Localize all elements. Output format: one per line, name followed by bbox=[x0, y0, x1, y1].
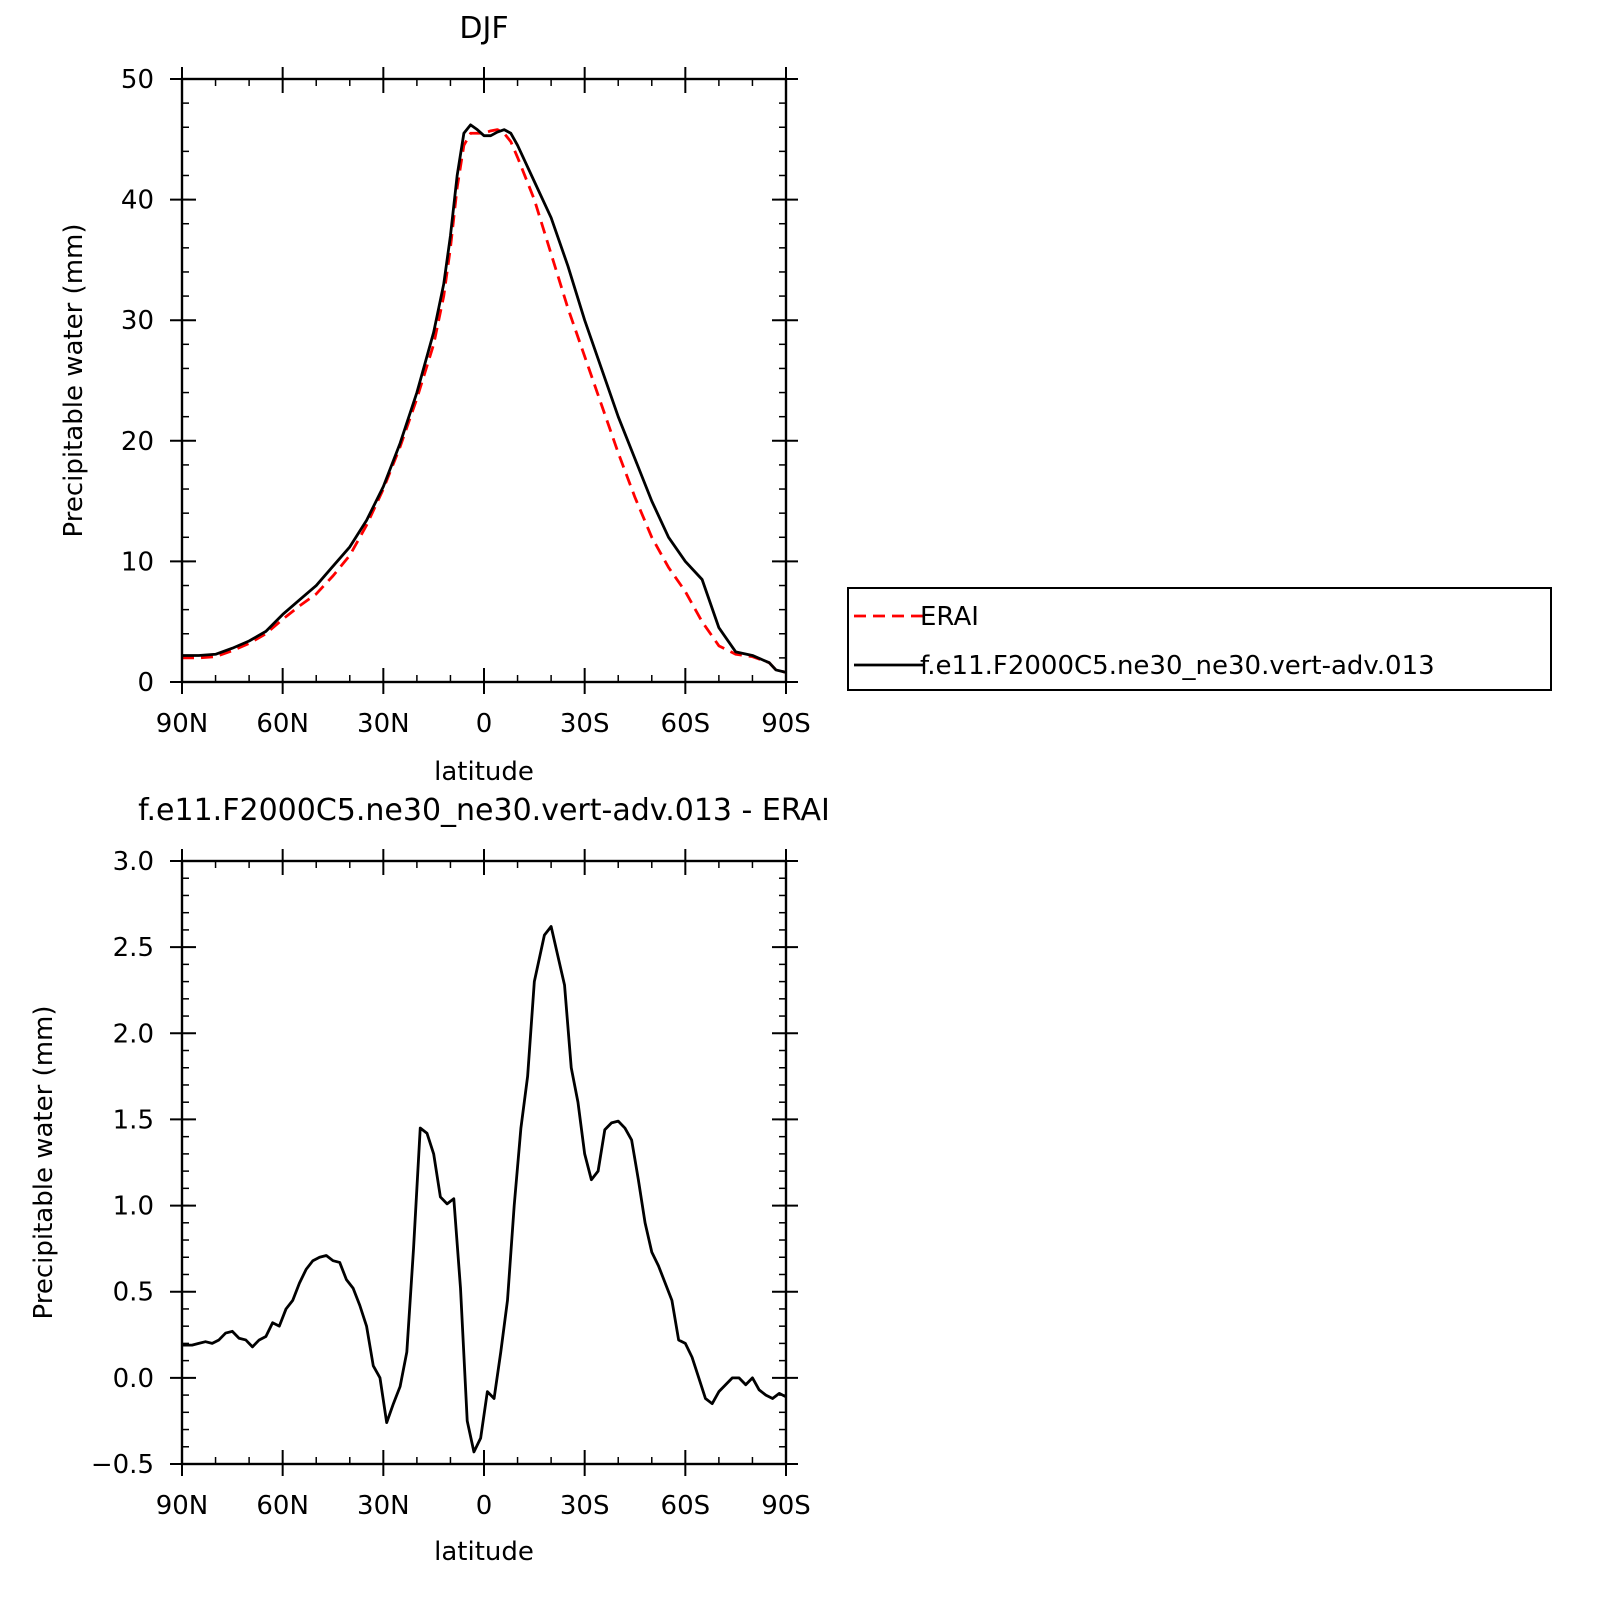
x-tick-label: 0 bbox=[476, 709, 493, 739]
y-tick-label: 50 bbox=[121, 65, 154, 95]
y-tick-label: 40 bbox=[121, 186, 154, 216]
y-axis-title: Precipitable water (mm) bbox=[29, 1006, 59, 1320]
x-tick-label: 90S bbox=[761, 1491, 811, 1521]
y-tick-label: 10 bbox=[121, 547, 154, 577]
y-tick-label: 0.5 bbox=[113, 1278, 154, 1308]
y-tick-label: 0.0 bbox=[113, 1364, 154, 1394]
y-tick-label: 2.0 bbox=[113, 1019, 154, 1049]
plot-frame bbox=[180, 77, 788, 684]
chart-panel-2: f.e11.F2000C5.ne30_ne30.vert-adv.013 - E… bbox=[29, 793, 830, 1567]
x-tick-label: 30S bbox=[560, 709, 610, 739]
y-tick-label: 2.5 bbox=[113, 933, 154, 963]
legend-label-1: ERAI bbox=[920, 602, 979, 632]
y-tick-label: 1.0 bbox=[113, 1192, 154, 1222]
series-line-2 bbox=[182, 123, 787, 674]
y-tick-label: 1.5 bbox=[113, 1105, 154, 1135]
x-tick-label: 30N bbox=[357, 1491, 410, 1521]
chart-title: f.e11.F2000C5.ne30_ne30.vert-adv.013 - E… bbox=[138, 793, 830, 828]
x-axis-title: latitude bbox=[434, 757, 534, 787]
x-tick-label: 60N bbox=[256, 1491, 309, 1521]
plot-frame bbox=[180, 859, 788, 1466]
y-axis-title: Precipitable water (mm) bbox=[59, 224, 89, 538]
y-tick-label: 3.0 bbox=[113, 847, 154, 877]
x-tick-label: 0 bbox=[476, 1491, 493, 1521]
series-line-1 bbox=[182, 925, 787, 1454]
series-line-1 bbox=[182, 128, 787, 674]
legend-label-2: f.e11.F2000C5.ne30_ne30.vert-adv.013 bbox=[920, 651, 1435, 681]
x-tick-label: 30S bbox=[560, 1491, 610, 1521]
y-tick-label: 0 bbox=[137, 668, 154, 698]
x-tick-label: 90N bbox=[156, 709, 209, 739]
chart-panel-1: DJF 90N 60N 30N 0 30S 60S 90S 0 10 20 30 40 50 latitud… bbox=[59, 11, 811, 787]
y-tick-label: −0.5 bbox=[91, 1450, 154, 1480]
x-tick-label: 60S bbox=[661, 709, 711, 739]
x-tick-label: 30N bbox=[357, 709, 410, 739]
x-axis-title: latitude bbox=[434, 1537, 534, 1567]
y-tick-label: 20 bbox=[121, 427, 154, 457]
chart-title: DJF bbox=[459, 11, 508, 46]
legend-box bbox=[847, 587, 1552, 691]
x-tick-label: 90N bbox=[156, 1491, 209, 1521]
x-tick-label: 60N bbox=[256, 709, 309, 739]
x-tick-label: 60S bbox=[661, 1491, 711, 1521]
chart-legend: ERAI f.e11.F2000C5.ne30_ne30.vert-adv.013 bbox=[847, 587, 1552, 691]
y-tick-label: 30 bbox=[121, 306, 154, 336]
x-tick-label: 90S bbox=[761, 709, 811, 739]
